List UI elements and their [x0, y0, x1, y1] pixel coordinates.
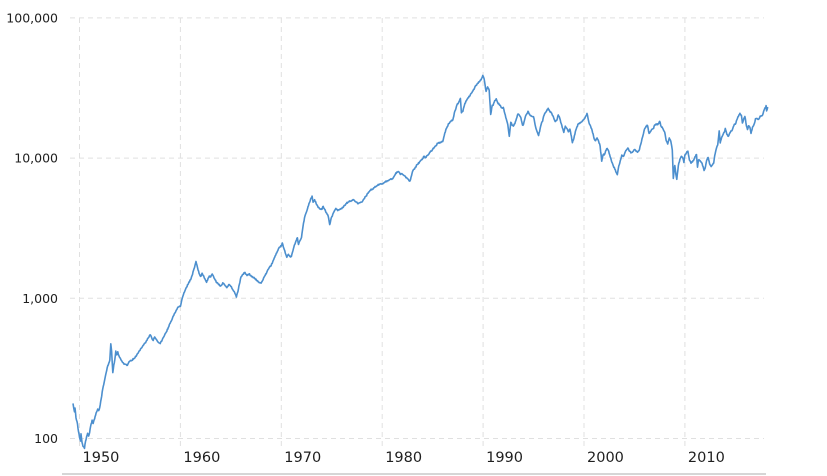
y-axis-tick-label: 100: [34, 431, 58, 446]
horizontal-gridlines: [70, 17, 764, 439]
y-axis-tick-label: 10,000: [14, 151, 58, 166]
index-price-line: [72, 74, 769, 450]
x-axis-tick-label: 1950: [83, 450, 120, 466]
chart-plot-area[interactable]: [62, 14, 766, 474]
x-axis-tick-label: 1960: [183, 450, 220, 466]
y-axis-tick-label: 100,000: [6, 10, 58, 25]
x-axis-tick-label: 1990: [486, 450, 523, 466]
x-axis-tick-label: 2010: [688, 450, 725, 466]
price-line: [72, 74, 769, 450]
x-axis-tick-labels: 1950 1960 1970 1980 1990 2000 2010: [83, 450, 725, 466]
x-axis-tick-label: 2000: [587, 450, 624, 466]
x-axis-tick-label: 1980: [385, 450, 422, 466]
x-axis-tick-label: 1970: [284, 450, 321, 466]
y-axis-tick-labels: 100 1,000 10,000 100,000: [6, 10, 58, 446]
y-axis-tick-label: 1,000: [22, 291, 58, 306]
